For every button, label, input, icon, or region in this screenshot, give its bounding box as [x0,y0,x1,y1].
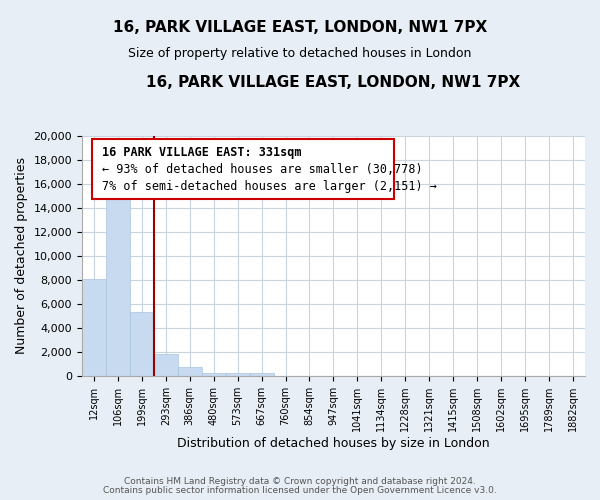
Title: 16, PARK VILLAGE EAST, LONDON, NW1 7PX: 16, PARK VILLAGE EAST, LONDON, NW1 7PX [146,75,521,90]
Bar [130,312,154,376]
Bar [178,366,202,376]
Y-axis label: Number of detached properties: Number of detached properties [15,158,28,354]
Bar [82,279,106,376]
Bar [226,373,250,376]
Text: 16 PARK VILLAGE EAST: 331sqm: 16 PARK VILLAGE EAST: 331sqm [102,146,302,160]
Bar [202,373,226,376]
Text: ← 93% of detached houses are smaller (30,778): ← 93% of detached houses are smaller (30… [102,164,422,176]
Text: 7% of semi-detached houses are larger (2,151) →: 7% of semi-detached houses are larger (2… [102,180,437,193]
Bar [250,374,274,376]
Text: 16, PARK VILLAGE EAST, LONDON, NW1 7PX: 16, PARK VILLAGE EAST, LONDON, NW1 7PX [113,20,487,35]
Bar [106,176,130,376]
Text: Contains HM Land Registry data © Crown copyright and database right 2024.: Contains HM Land Registry data © Crown c… [124,477,476,486]
Text: Contains public sector information licensed under the Open Government Licence v3: Contains public sector information licen… [103,486,497,495]
Text: Size of property relative to detached houses in London: Size of property relative to detached ho… [128,48,472,60]
Bar [92,139,394,200]
X-axis label: Distribution of detached houses by size in London: Distribution of detached houses by size … [177,437,490,450]
Bar [154,354,178,376]
